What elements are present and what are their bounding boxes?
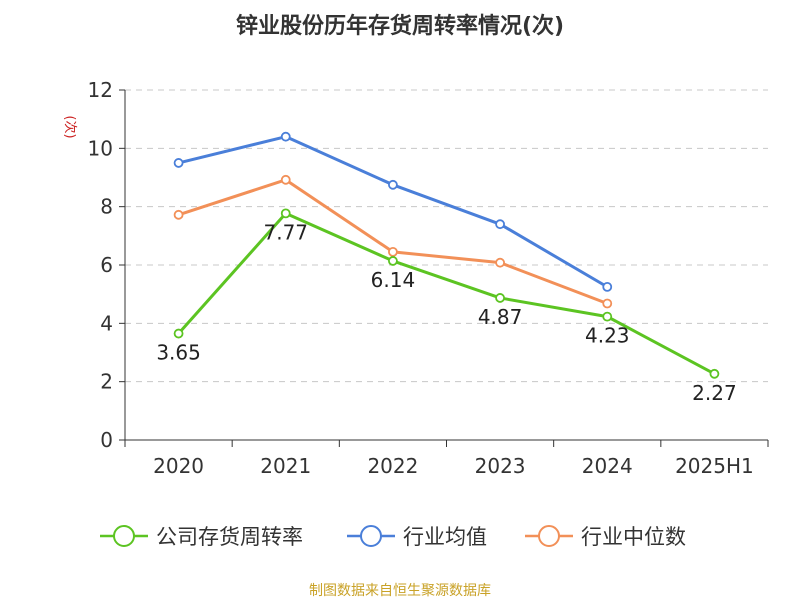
legend-marker xyxy=(538,525,560,547)
data-point xyxy=(495,293,505,303)
x-tick-label: 2020 xyxy=(153,454,204,478)
chart-title: 锌业股份历年存货周转率情况(次) xyxy=(236,13,564,39)
grid-lines xyxy=(125,89,768,383)
y-tick-label: 2 xyxy=(100,370,113,394)
data-label: 7.77 xyxy=(263,220,308,244)
series-line xyxy=(177,211,716,376)
data-label: 3.65 xyxy=(156,341,201,365)
x-tick-label: 2024 xyxy=(582,454,633,478)
x-tick-label: 2023 xyxy=(475,454,526,478)
y-tick-label: 10 xyxy=(88,136,113,160)
y-tick-label: 0 xyxy=(100,428,113,452)
legend-label: 行业均值 xyxy=(403,525,487,549)
axes: 0 2 4 6 8 10 12 2020 2021 2022 2023 2024 2025H1 xyxy=(88,78,769,478)
data-point xyxy=(280,131,291,142)
data-point xyxy=(709,368,720,379)
y-axis-label: (次) xyxy=(62,115,78,138)
y-tick-label: 6 xyxy=(100,253,113,277)
legend: 公司存货周转率 行业均值 行业中位数 xyxy=(100,525,686,549)
data-point xyxy=(280,208,291,219)
data-point xyxy=(280,174,291,185)
data-point xyxy=(173,209,184,220)
y-tick-label: 12 xyxy=(88,78,113,102)
legend-label: 公司存货周转率 xyxy=(156,525,303,549)
data-point xyxy=(495,219,505,230)
x-tick-label: 2025H1 xyxy=(675,454,754,478)
series-group xyxy=(173,131,720,379)
data-label: 4.87 xyxy=(478,305,523,329)
data-point xyxy=(388,256,398,266)
data-point xyxy=(602,311,613,322)
legend-marker xyxy=(360,525,382,547)
data-point xyxy=(602,298,613,309)
data-point xyxy=(173,328,184,339)
data-point xyxy=(173,158,184,168)
y-tick-label: 4 xyxy=(100,311,113,335)
data-label: 2.27 xyxy=(692,381,737,405)
x-tick-label: 2021 xyxy=(260,454,311,478)
data-point xyxy=(602,281,613,292)
data-point xyxy=(388,246,398,257)
data-point xyxy=(495,257,505,268)
legend-label: 行业中位数 xyxy=(581,525,686,549)
legend-marker xyxy=(113,525,135,547)
data-labels: 3.65 7.77 6.14 4.87 4.23 2.27 xyxy=(156,220,736,404)
source-note: 制图数据来自恒生聚源数据库 xyxy=(309,583,491,599)
data-point xyxy=(388,179,398,190)
x-tick-label: 2022 xyxy=(367,454,418,478)
y-tick-label: 8 xyxy=(100,195,113,219)
data-label: 4.23 xyxy=(585,324,630,348)
data-label: 6.14 xyxy=(371,268,416,292)
